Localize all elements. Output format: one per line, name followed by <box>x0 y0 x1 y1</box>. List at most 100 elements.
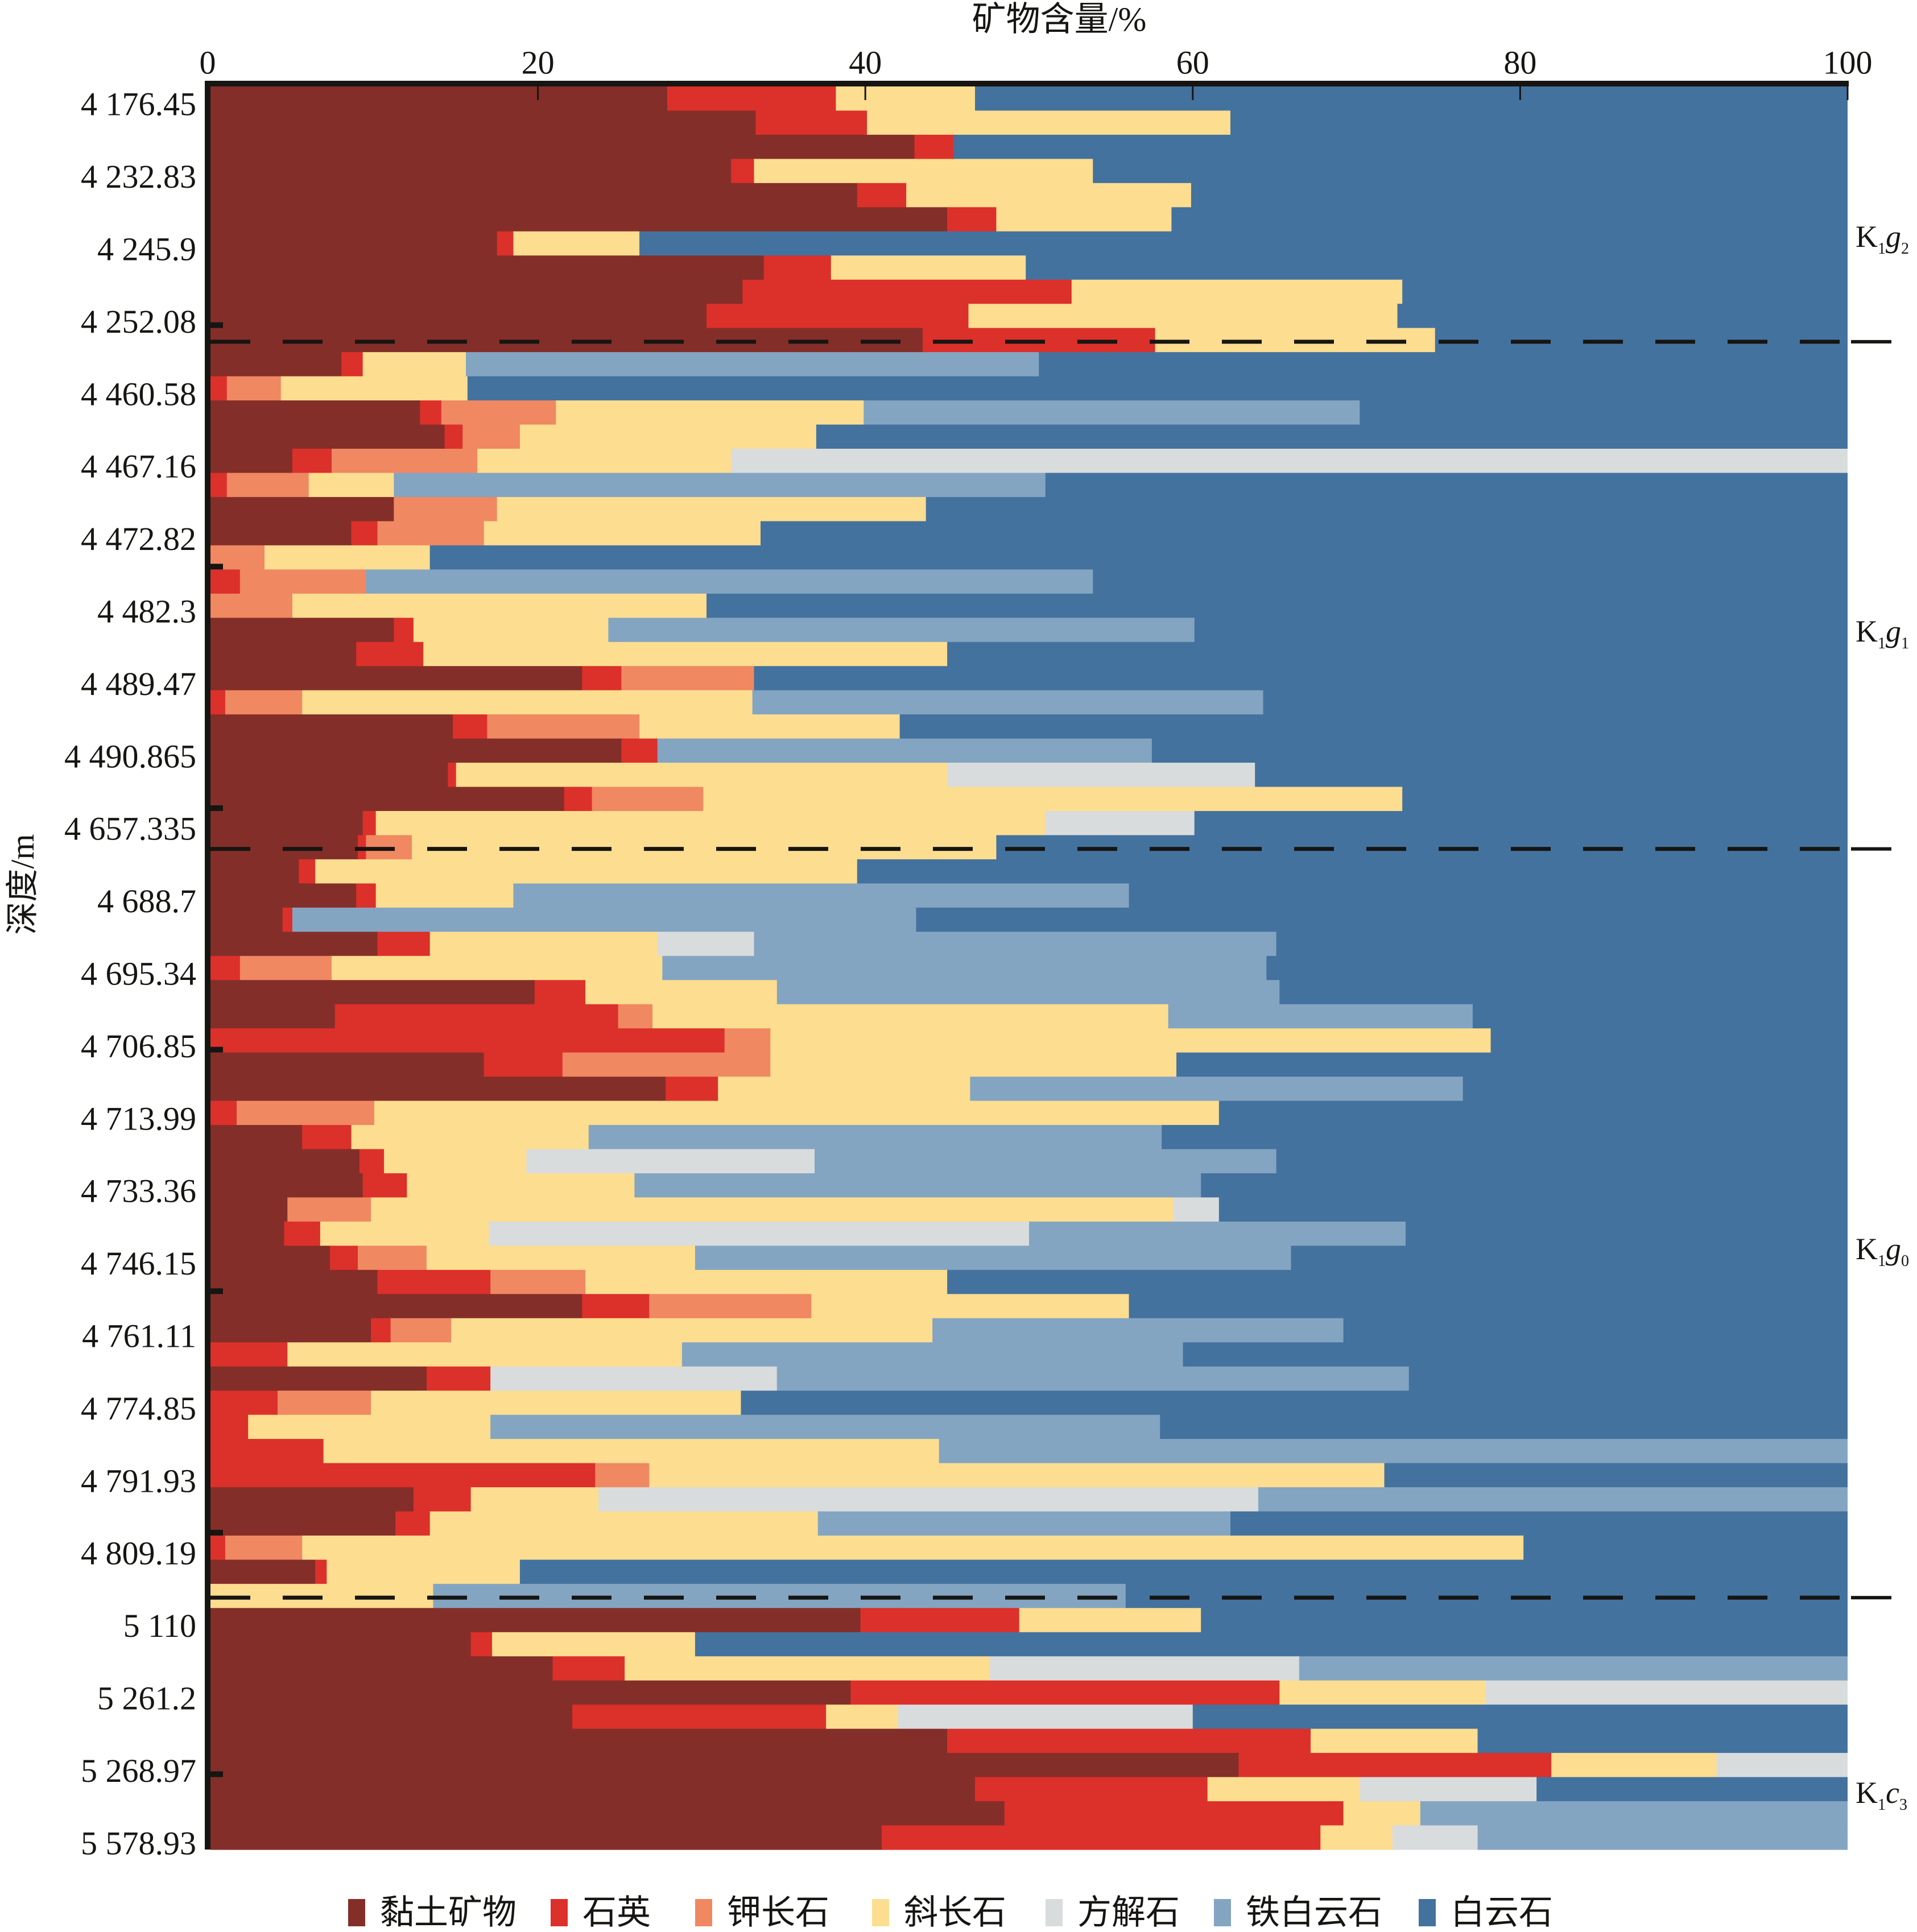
y-tick-label: 5 261.2 <box>97 1680 196 1717</box>
bar-segment-dolomite <box>926 497 1848 522</box>
bar-sample-58 <box>210 1463 1848 1488</box>
bar-segment-clay-minerals <box>210 1705 573 1730</box>
y-tick-label: 4 713.99 <box>81 1100 196 1137</box>
y-tick-label: 4 490.865 <box>64 738 196 775</box>
y-tick-label: 4 472.82 <box>81 520 196 557</box>
bar-segment-plagioclase <box>362 352 466 377</box>
bar-sample-50 <box>210 1269 1848 1294</box>
bar-segment-plagioclase <box>484 521 761 546</box>
bar-segment-dolomite <box>1230 110 1848 135</box>
bar-segment-quartz <box>947 207 997 232</box>
y-tick-label: 5 578.93 <box>81 1825 196 1861</box>
bar-segment-dolomite <box>1201 1608 1848 1633</box>
bar-segment-ankerite <box>752 690 1264 715</box>
bar-segment-plagioclase <box>831 255 1026 280</box>
formation-main: K <box>1856 1776 1878 1810</box>
bar-segment-plagioclase <box>292 593 707 618</box>
bar-segment-dolomite <box>996 835 1848 860</box>
bar-segment-plagioclase <box>375 810 1046 836</box>
bar-segment-ankerite <box>695 1246 1292 1271</box>
bar-segment-plagioclase <box>867 110 1231 135</box>
bar-segment-plagioclase <box>556 400 864 425</box>
bar-sample-62 <box>210 1559 1848 1585</box>
bar-segment-plagioclase <box>374 1101 1220 1126</box>
bar-segment-dolomite <box>975 86 1848 111</box>
bar-sample-42 <box>210 1077 1848 1102</box>
bar-segment-dolomite <box>1026 255 1848 280</box>
bar-segment-clay-minerals <box>210 1197 288 1222</box>
x-tick-labels: 0 20 40 60 80 100 <box>200 44 1873 81</box>
bar-sample-14 <box>210 400 1848 425</box>
legend-swatch-quartz <box>551 1899 568 1926</box>
bar-segment-quartz <box>210 955 241 981</box>
bar-segment-calcite <box>1360 1777 1537 1802</box>
bar-segment-ankerite <box>662 955 1267 981</box>
bar-segment-clay-minerals <box>210 763 448 788</box>
bar-segment-plagioclase <box>1551 1753 1717 1778</box>
bar-segment-k-feldspar <box>239 955 332 981</box>
bar-segment-calcite <box>598 1487 1259 1512</box>
bar-segment-quartz <box>356 642 424 667</box>
bar-segment-plagioclase <box>1207 1777 1360 1802</box>
y-tick-label: 5 110 <box>123 1607 196 1644</box>
bar-segment-dolomite <box>1263 690 1848 715</box>
bar-segment-clay-minerals <box>210 642 357 667</box>
y-tick-mark <box>209 564 223 570</box>
bar-segment-clay-minerals <box>210 231 498 256</box>
bar-segment-ankerite <box>608 618 1195 643</box>
x-tick-mark <box>1519 86 1521 100</box>
bar-segment-plagioclase <box>351 1125 589 1150</box>
legend-item-ankerite: 铁白云石 <box>1214 1895 1382 1930</box>
bar-segment-dolomite <box>1194 810 1848 836</box>
bar-segment-dolomite <box>1276 932 1848 957</box>
bar-segment-dolomite <box>953 134 1848 159</box>
x-tick-label: 20 <box>522 44 555 81</box>
bar-segment-clay-minerals <box>210 1487 414 1512</box>
x-tick-mark <box>1846 86 1849 100</box>
bar-segment-clay-minerals <box>210 1269 378 1294</box>
bar-segment-quartz <box>914 134 955 159</box>
bar-segment-quartz <box>497 231 514 256</box>
bar-sample-2 <box>210 110 1848 135</box>
bar-segment-clay-minerals <box>210 352 342 377</box>
bar-sample-19 <box>210 521 1848 546</box>
bar-segment-plagioclase <box>770 1052 1177 1077</box>
legend-item-dolomite: 白云石 <box>1419 1895 1553 1930</box>
y-axis-line <box>205 81 210 1850</box>
bar-segment-ankerite <box>939 1439 1848 1464</box>
bar-segment-plagioclase <box>302 690 753 715</box>
bar-sample-56 <box>210 1414 1848 1439</box>
bar-segment-plagioclase <box>470 1487 599 1512</box>
bar-segment-plagioclase <box>477 448 732 474</box>
formation-subscript: 1 <box>1878 1252 1886 1270</box>
x-tick-label: 100 <box>1823 44 1873 81</box>
bar-segment-dolomite <box>1191 183 1848 208</box>
bar-segment-dolomite <box>1194 618 1848 643</box>
bar-segment-plagioclase <box>423 642 948 667</box>
bar-segment-k-feldspar <box>377 521 485 546</box>
bar-segment-quartz <box>210 1101 237 1126</box>
bar-segment-clay-minerals <box>210 1004 336 1029</box>
bar-segment-plagioclase <box>384 1149 527 1174</box>
bar-segment-k-feldspar <box>649 1294 812 1319</box>
bar-sample-59 <box>210 1487 1848 1512</box>
formation-subscript: 0 <box>1901 1252 1909 1270</box>
formation-subscript: 1 <box>1901 635 1909 652</box>
bar-segment-dolomite <box>947 642 1848 667</box>
bar-segment-quartz <box>755 110 867 135</box>
bar-segment-quartz <box>302 1125 352 1150</box>
bar-segment-clay-minerals <box>210 255 765 280</box>
x-tick-mark <box>537 86 539 100</box>
bar-segment-k-feldspar <box>225 1535 303 1561</box>
bar-segment-plagioclase <box>703 787 1403 812</box>
bar-segment-dolomite <box>899 714 1848 739</box>
bar-segment-quartz <box>210 1414 249 1439</box>
bar-segment-quartz <box>210 690 226 715</box>
bar-sample-26 <box>210 690 1848 715</box>
bar-segment-clay-minerals <box>210 86 668 111</box>
bar-segment-quartz <box>315 1559 327 1585</box>
y-tick-mark <box>209 1529 223 1536</box>
bar-segment-calcite <box>731 448 1848 474</box>
formation-letter: g <box>1886 220 1901 254</box>
formation-label-k1c3: K1c3 <box>1856 1776 1907 1813</box>
